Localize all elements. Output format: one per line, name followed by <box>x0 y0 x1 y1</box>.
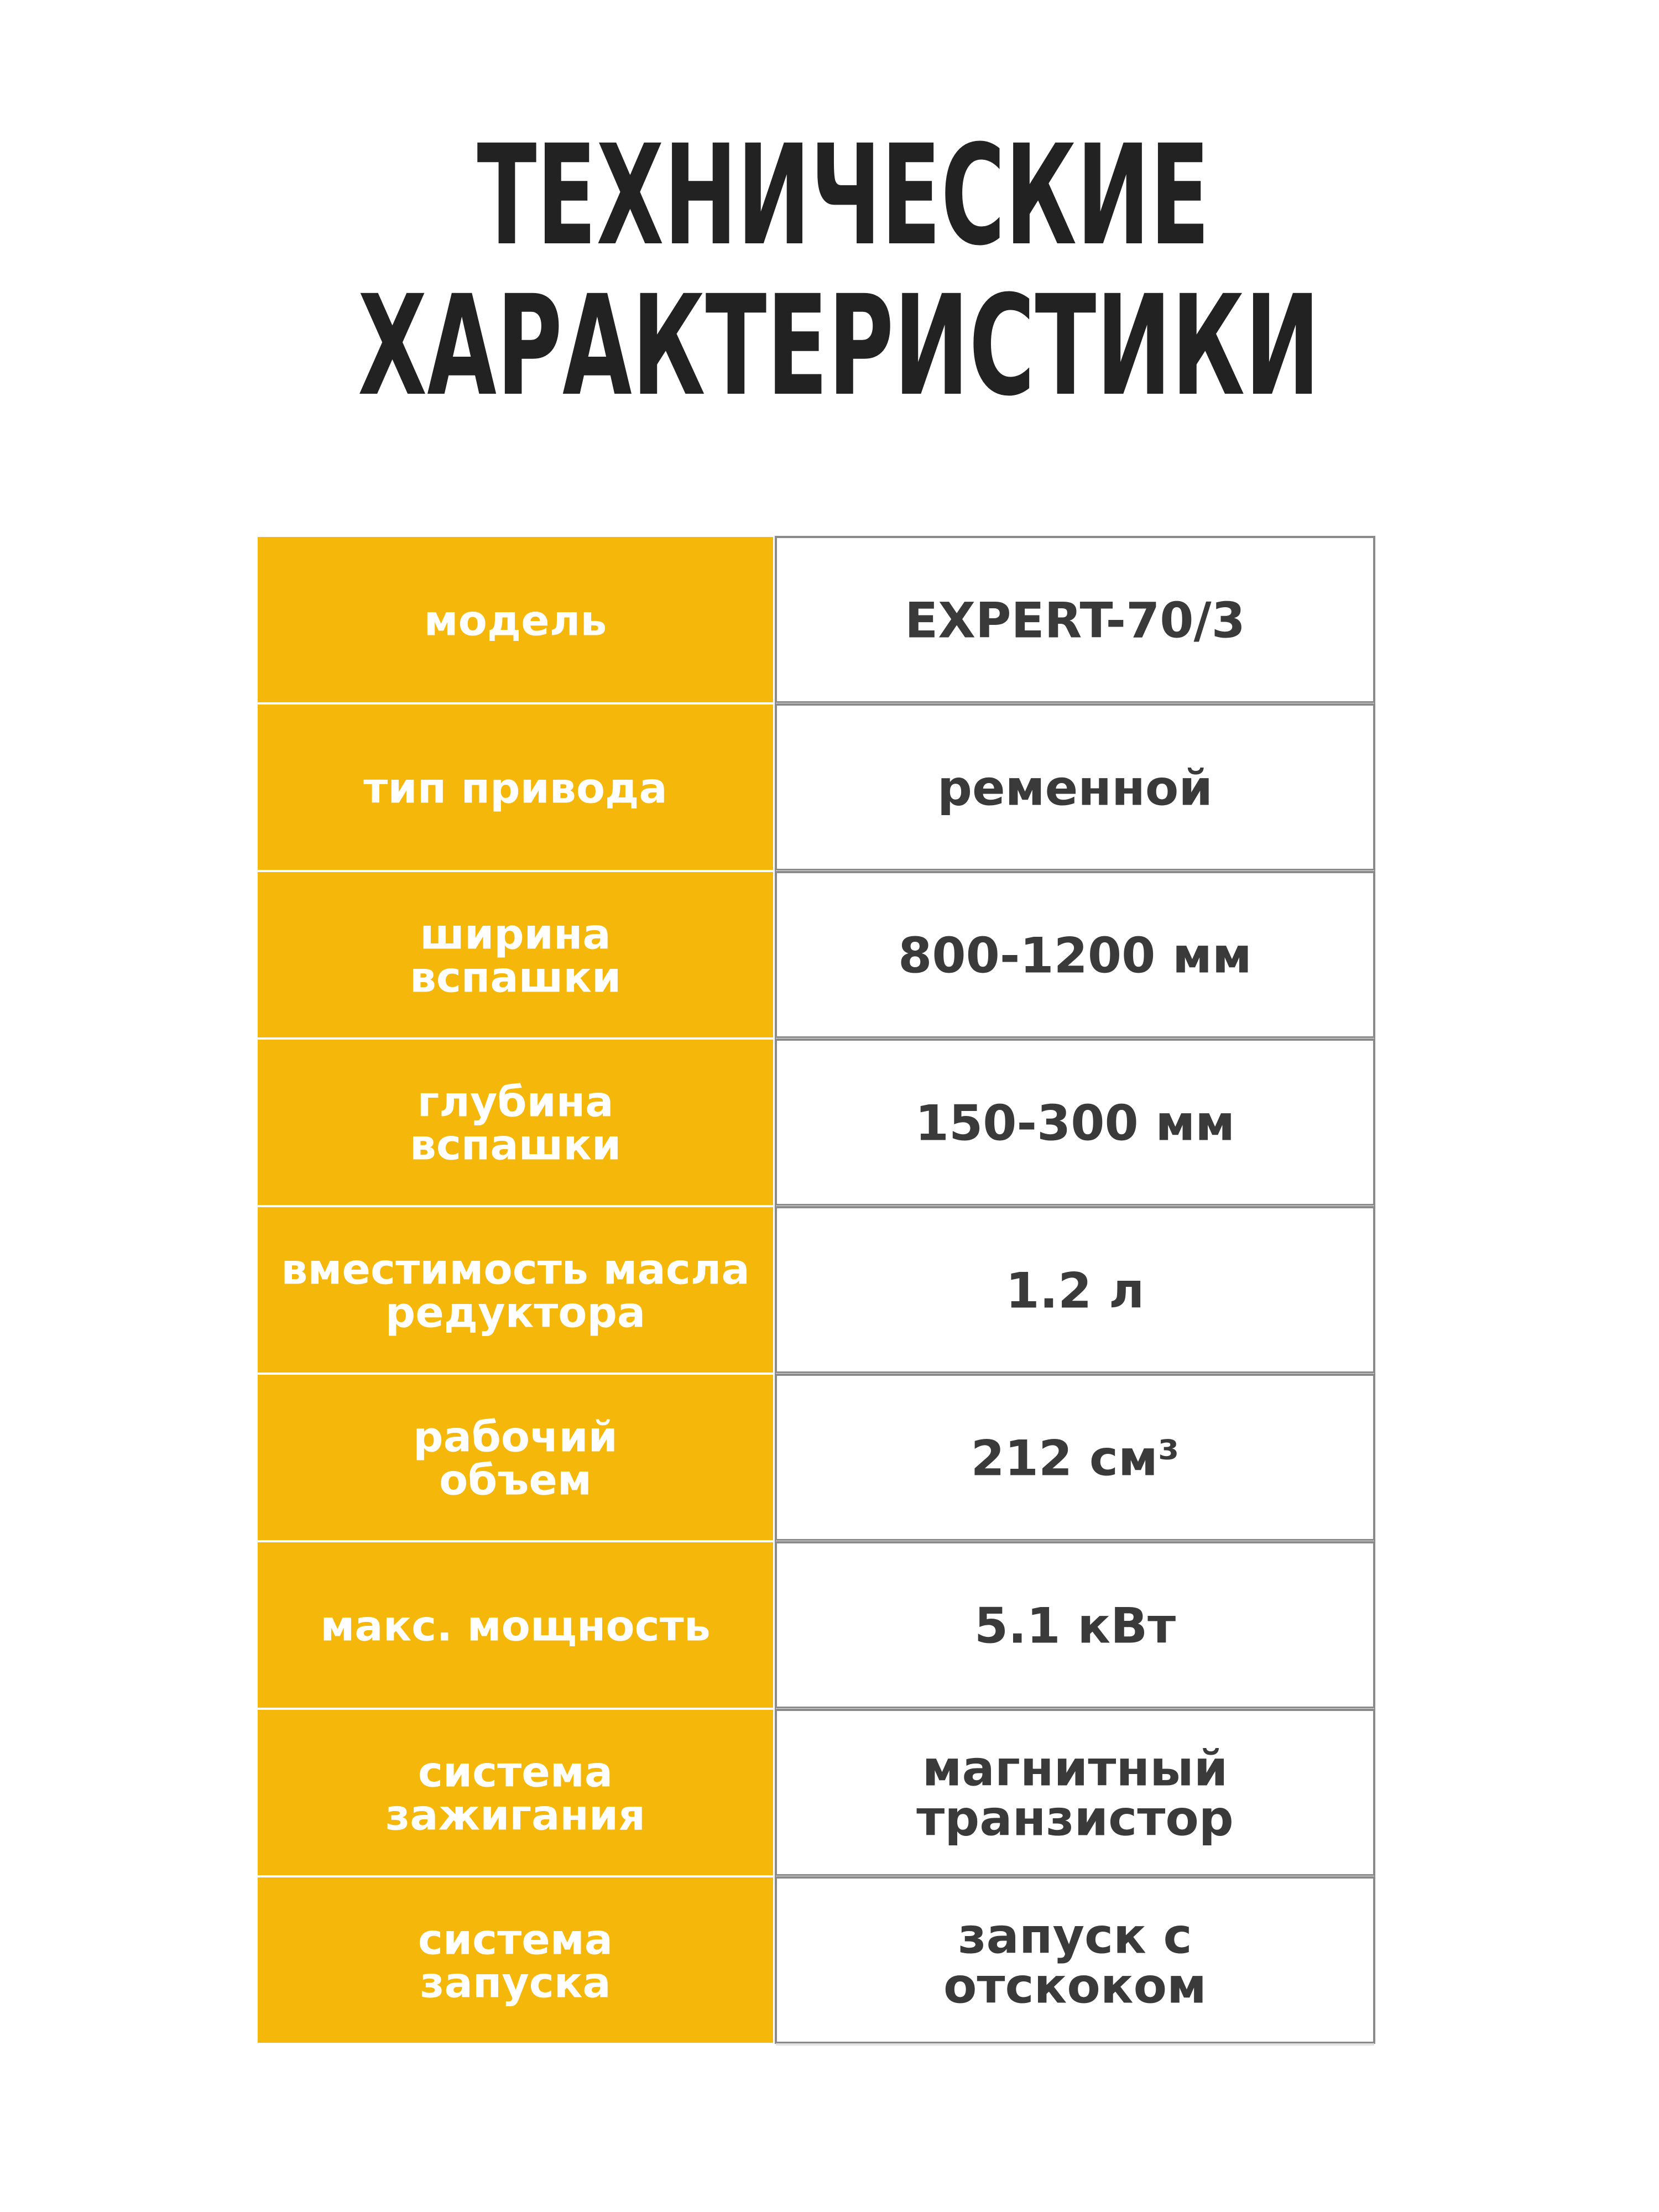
label-text: редуктора <box>385 1288 645 1337</box>
value-cell <box>775 1709 1375 1876</box>
value-cell <box>775 1876 1375 2044</box>
value-text: EXPERT-70/3 <box>905 592 1245 649</box>
label-text: вместимость масла <box>281 1245 749 1294</box>
value-cell <box>775 871 1375 1039</box>
label-cell <box>258 1542 773 1708</box>
value-cell <box>775 1541 1375 1709</box>
label-text: макс. мощность <box>320 1601 711 1651</box>
value-text: 150-300 мм <box>915 1095 1235 1152</box>
label-text: тип привода <box>363 764 667 813</box>
label-text: вспашки <box>410 953 622 1002</box>
value-text: ременной <box>937 760 1213 817</box>
value-text: транзистор <box>916 1790 1234 1847</box>
label-cell <box>258 705 773 870</box>
label-cell <box>258 1710 773 1875</box>
label-text: зажигания <box>385 1791 645 1840</box>
title-line: ТЕХНИЧЕСКИЕ <box>477 115 1210 276</box>
label-cell <box>258 537 773 702</box>
label-text: система <box>418 1747 613 1797</box>
title-line: ХАРАКТЕРИСТИКИ <box>358 265 1320 426</box>
value-cell <box>775 1206 1375 1374</box>
value-text: 800-1200 мм <box>898 927 1252 984</box>
value-cell <box>775 1374 1375 1541</box>
label-cell <box>258 1375 773 1540</box>
value-text: 212 см³ <box>971 1430 1180 1487</box>
label-text: система <box>418 1915 613 1964</box>
label-text: рабочий <box>413 1412 618 1462</box>
label-cell <box>258 872 773 1037</box>
label-cell <box>258 1207 773 1373</box>
value-cell <box>775 1039 1375 1206</box>
label-text: запуска <box>420 1958 611 2007</box>
value-text: отскоком <box>943 1958 1207 2015</box>
value-text: запуск с <box>958 1908 1192 1965</box>
label-cell <box>258 1877 773 2043</box>
value-text: 1.2 л <box>1006 1262 1145 1319</box>
label-cell <box>258 1040 773 1205</box>
label-text: вспашки <box>410 1120 622 1170</box>
label-text: глубина <box>417 1077 613 1126</box>
value-cell <box>775 703 1375 871</box>
label-text: модель <box>424 596 607 645</box>
label-text: ширина <box>420 910 611 959</box>
value-text: магнитный <box>922 1740 1228 1797</box>
value-cell <box>775 536 1375 703</box>
label-text: объем <box>439 1455 592 1505</box>
value-text: 5.1 кВт <box>974 1598 1176 1655</box>
